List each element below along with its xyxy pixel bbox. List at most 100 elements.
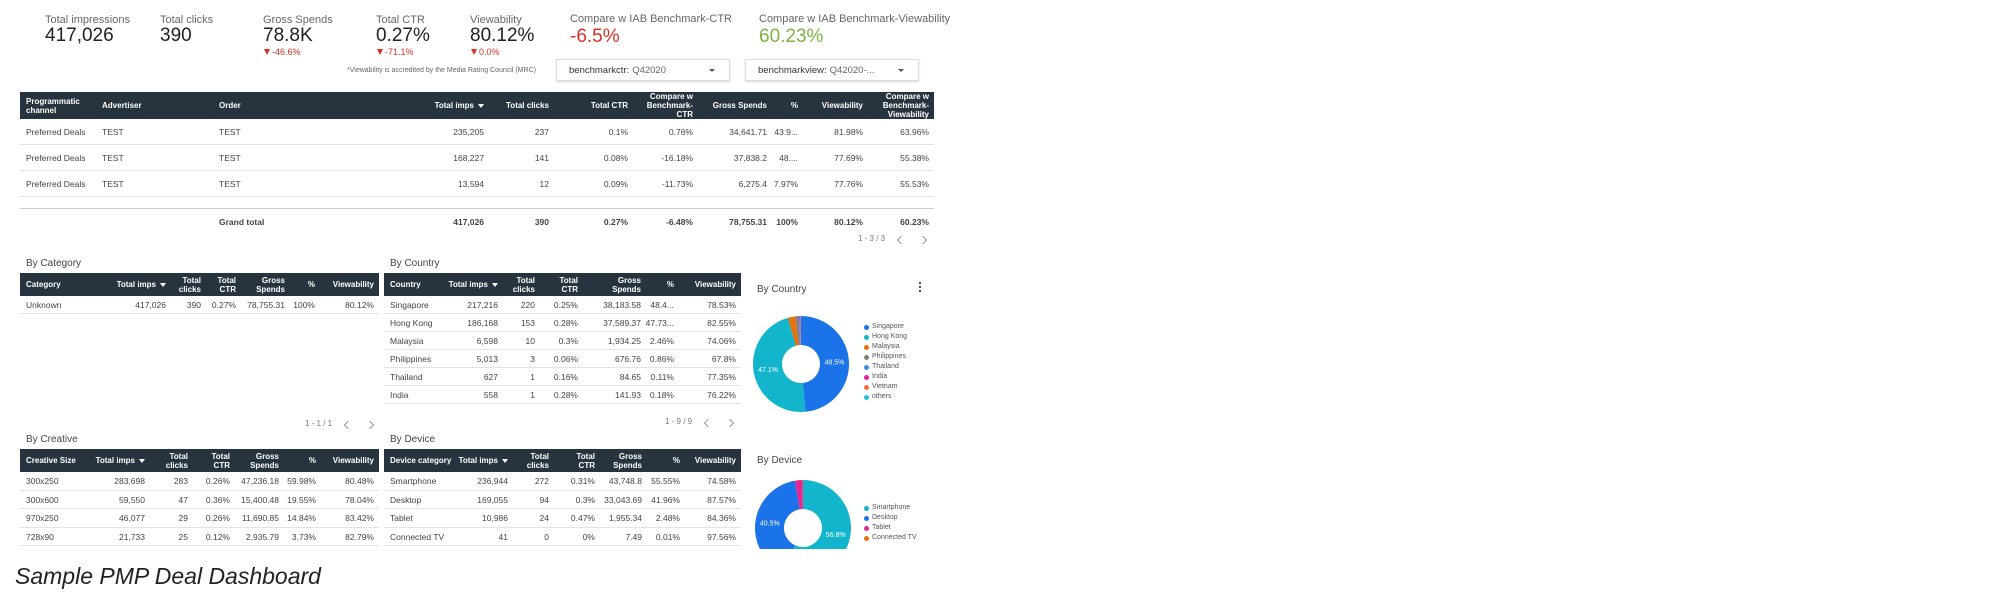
legend-item[interactable]: Smartphone (864, 504, 910, 511)
column-header[interactable]: Gross Spends (712, 101, 767, 110)
table-cell: 0.11% (650, 372, 674, 382)
table-cell: 186,168 (467, 318, 498, 328)
column-header[interactable]: Total CTR (559, 275, 578, 294)
filter-dropdown[interactable]: benchmarkview: Q42020-... (745, 59, 919, 81)
column-header[interactable]: Compare w Benchmark-CTR (646, 92, 693, 119)
column-header[interactable]: Device category (390, 456, 452, 465)
column-header[interactable]: Total clicks (512, 275, 535, 294)
column-header[interactable]: Total CTR (211, 451, 230, 470)
column-header[interactable]: Creative Size (26, 456, 76, 465)
row-separator (384, 385, 741, 386)
table-title: By Category (26, 258, 82, 269)
column-header[interactable]: Category (26, 280, 61, 289)
column-header[interactable]: Viewability (332, 280, 374, 289)
table-cell: 46,077 (119, 513, 145, 524)
pagination-button[interactable] (343, 420, 353, 430)
column-header[interactable]: Total clicks (506, 101, 549, 110)
chart-menu-icon[interactable] (915, 280, 925, 294)
row-separator (384, 489, 741, 491)
table-cell: Smartphone (390, 476, 437, 487)
table-cell: 21,733 (119, 531, 145, 542)
column-header[interactable]: % (308, 456, 316, 465)
column-header[interactable]: Compare w Benchmark-Viewability (882, 92, 929, 119)
column-header[interactable]: Advertiser (102, 101, 142, 110)
legend-swatch (864, 355, 869, 360)
table-cell: -11.73% (661, 179, 693, 189)
column-header[interactable]: Viewability (694, 456, 736, 465)
legend-item[interactable]: Connected TV (864, 534, 917, 541)
legend-item[interactable]: Singapore (864, 323, 904, 330)
column-header[interactable]: % (307, 280, 315, 289)
column-header[interactable]: Total clicks (165, 451, 188, 470)
column-header[interactable]: Viewability (821, 101, 863, 110)
table-cell: 47 (178, 494, 188, 505)
table-cell: 2.46% (649, 336, 674, 346)
column-header[interactable]: Total imps (458, 449, 508, 472)
column-header[interactable]: Gross Spends (612, 275, 641, 294)
row-separator (384, 545, 741, 546)
pagination: 1 - 3 / 3 (858, 234, 886, 243)
table-title: By Country (390, 258, 440, 269)
column-header[interactable]: % (666, 280, 674, 289)
table-cell: 627 (483, 372, 498, 382)
legend-item[interactable]: India (864, 373, 887, 380)
pagination-button[interactable] (725, 418, 735, 428)
table-cell: 78.04% (345, 494, 374, 505)
column-header[interactable]: Total CTR (576, 451, 595, 470)
legend-item[interactable]: Vietnam (864, 383, 898, 390)
column-header[interactable]: Gross Spends (250, 451, 279, 470)
table-header: Device category Total imps Total clicks Tot… (384, 449, 741, 472)
legend-item[interactable]: Hong Kong (864, 333, 907, 340)
kpi-delta: 0.0% (470, 47, 500, 57)
legend-item[interactable]: Desktop (864, 514, 898, 521)
legend-item[interactable]: others (864, 393, 891, 400)
table-cell: 77.69% (834, 153, 863, 163)
column-header[interactable]: Total imps (95, 449, 145, 472)
total-cell: -6.48% (666, 217, 693, 227)
legend-item[interactable]: Malaysia (864, 343, 900, 350)
table-cell: Desktop (390, 494, 422, 505)
pagination-button[interactable] (918, 235, 928, 245)
pagination-button[interactable] (365, 420, 375, 430)
table-cell: 83.42% (345, 513, 374, 524)
legend-item[interactable]: Tablet (864, 524, 891, 531)
table-cell: 1,955.34 (608, 513, 642, 524)
table-cell: 153 (520, 318, 535, 328)
column-header[interactable]: Total imps (448, 273, 498, 296)
pagination-button[interactable] (703, 418, 713, 428)
column-header[interactable]: Viewability (332, 456, 374, 465)
column-header[interactable]: Programmatic channel (26, 96, 80, 115)
column-header[interactable]: % (672, 456, 680, 465)
table-cell: TEST (219, 127, 241, 137)
table-cell: 970x250 (26, 513, 59, 524)
column-header[interactable]: % (790, 101, 798, 110)
table-cell: 77.76% (834, 179, 863, 189)
table-cell: 59,550 (119, 494, 145, 505)
legend-item[interactable]: Thailand (864, 363, 899, 370)
kpi-delta: -71.1% (376, 47, 414, 57)
pagination-button[interactable] (896, 235, 906, 245)
table-cell: 0.76% (668, 127, 693, 137)
table-cell: 0.26% (205, 476, 230, 487)
column-header[interactable]: Total clicks (178, 275, 201, 294)
filter-dropdown[interactable]: benchmarkctr: Q42020 (556, 59, 730, 81)
column-header[interactable]: Total clicks (526, 451, 549, 470)
column-header[interactable]: Total imps (404, 92, 484, 119)
total-cell: 417,026 (453, 217, 484, 227)
column-header[interactable]: Viewability (694, 280, 736, 289)
table-cell: TEST (102, 153, 124, 163)
column-header[interactable]: Total imps (116, 273, 166, 296)
column-header[interactable]: Country (390, 280, 421, 289)
table-cell: 37,589.37 (603, 318, 641, 328)
donut-slice (793, 480, 851, 549)
table-cell: 728x90 (26, 531, 54, 542)
column-header[interactable]: Gross Spends (613, 451, 642, 470)
legend-item[interactable]: Philippines (864, 353, 906, 360)
column-header[interactable]: Order (219, 101, 241, 110)
column-header[interactable]: Total CTR (590, 101, 628, 110)
slice-label: 48.5% (825, 359, 845, 366)
column-header[interactable]: Gross Spends (256, 275, 285, 294)
table-cell: 1 (530, 390, 535, 400)
column-header[interactable]: Total CTR (217, 275, 236, 294)
table-cell: 43.9... (774, 127, 798, 137)
